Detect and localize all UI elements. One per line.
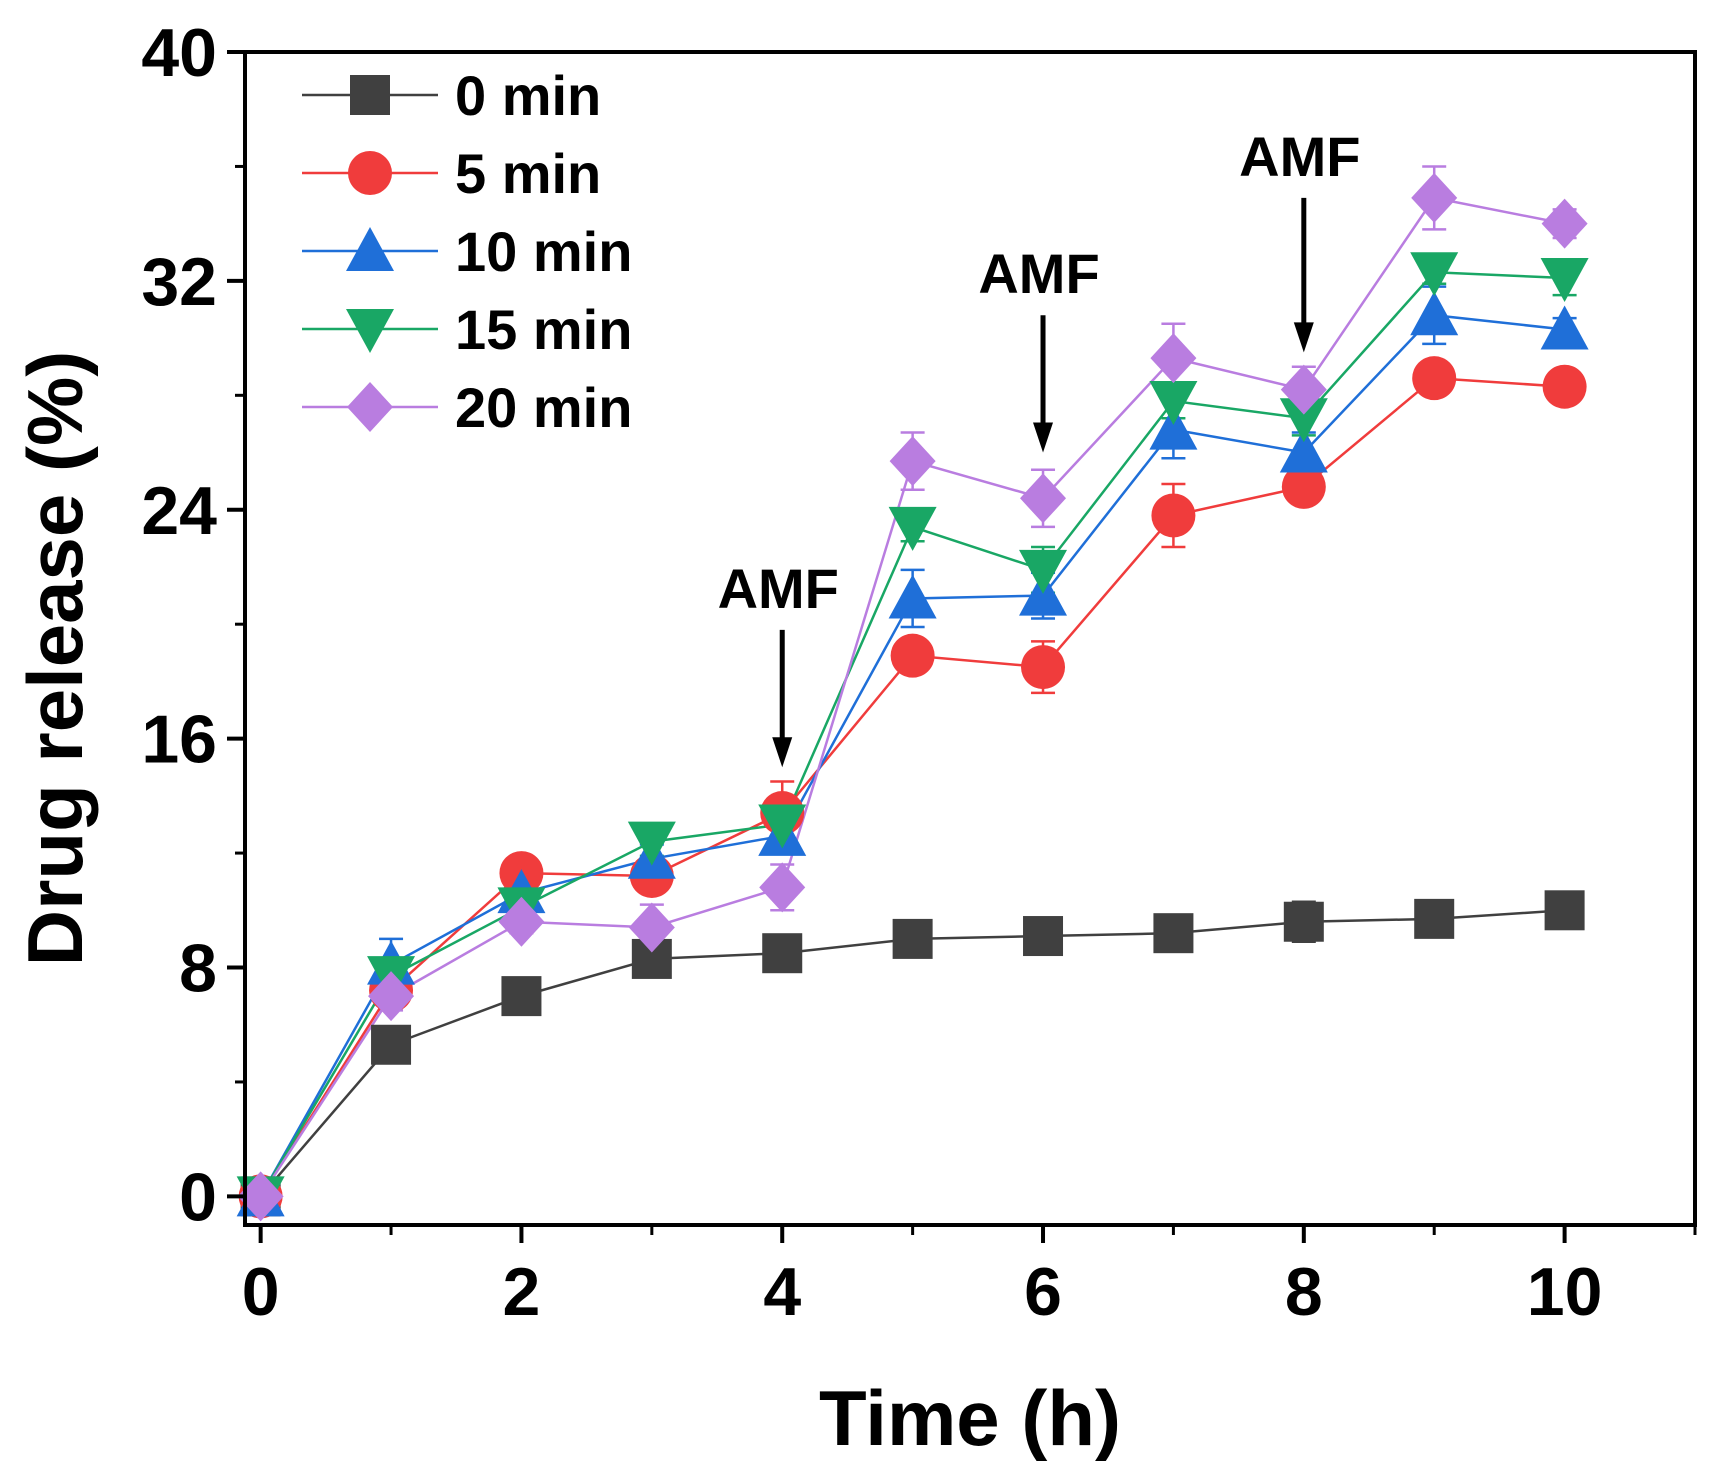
- data-point: [1149, 405, 1198, 450]
- amf-label: AMF: [718, 557, 839, 620]
- data-point: [892, 918, 933, 959]
- x-axis-title: Time (h): [819, 1374, 1121, 1462]
- legend-marker: [347, 382, 393, 432]
- data-point: [1540, 258, 1589, 303]
- error-bars: [248, 165, 1577, 1207]
- data-point: [628, 902, 675, 953]
- y-tick-label: 8: [179, 931, 217, 1007]
- data-point: [1019, 549, 1068, 594]
- y-tick-label: 32: [141, 244, 217, 320]
- data-point: [888, 506, 937, 551]
- y-tick-label: 0: [179, 1159, 217, 1235]
- data-point: [759, 862, 806, 913]
- data-point: [501, 976, 542, 1017]
- data-point: [890, 633, 935, 678]
- plot-frame: [243, 50, 1697, 1227]
- x-tick-label: 8: [1285, 1254, 1323, 1330]
- data-point: [1150, 333, 1197, 384]
- data-point: [758, 804, 807, 849]
- y-tick-label: 40: [141, 15, 217, 91]
- amf-label: AMF: [1239, 125, 1360, 188]
- data-point: [889, 436, 936, 487]
- y-tick-label: 16: [141, 702, 217, 778]
- amf-annotations: AMF AMF AMF: [718, 125, 1360, 768]
- legend-item: 20 min: [302, 376, 632, 439]
- legend-label: 20 min: [455, 376, 632, 439]
- series-line: [259, 376, 1565, 1198]
- legend-label: 10 min: [455, 220, 632, 283]
- data-point: [1540, 305, 1589, 350]
- legend-item: 10 min: [302, 220, 632, 283]
- x-tick-label: 4: [763, 1254, 801, 1330]
- legend-marker: [350, 75, 390, 115]
- data-point: [1020, 473, 1067, 524]
- data-point: [1149, 381, 1198, 426]
- legend: 0 min 5 min 10 min 15 min 20 min: [302, 64, 632, 439]
- data-point: [1280, 364, 1327, 415]
- data-point: [1412, 356, 1457, 401]
- amf-arrow-head: [772, 737, 793, 768]
- data-point: [237, 1171, 284, 1222]
- data-point: [1279, 398, 1328, 443]
- data-point: [1281, 464, 1326, 509]
- data-point: [1151, 493, 1196, 538]
- legend-label: 0 min: [455, 64, 601, 127]
- amf-arrow-head: [1033, 422, 1054, 453]
- data-point: [1283, 901, 1324, 942]
- data-point: [1279, 428, 1328, 473]
- legend-marker: [346, 309, 394, 353]
- data-point: [762, 933, 803, 974]
- y-axis-title: Drug release (%): [11, 351, 99, 967]
- legend-item: 5 min: [302, 142, 601, 205]
- legend-label: 15 min: [455, 298, 632, 361]
- x-tick-label: 2: [503, 1254, 541, 1330]
- data-point: [1410, 291, 1459, 336]
- x-tick-label: 0: [242, 1254, 280, 1330]
- data-point: [1544, 890, 1585, 931]
- data-point: [1414, 898, 1455, 939]
- x-tick-label: 10: [1527, 1254, 1603, 1330]
- data-point: [368, 971, 415, 1022]
- data-point: [371, 1024, 412, 1065]
- series-markers: [236, 172, 1589, 1222]
- data-point: [1541, 198, 1588, 249]
- amf-arrow-head: [1293, 322, 1314, 353]
- legend-label: 5 min: [455, 142, 601, 205]
- amf-label: AMF: [978, 242, 1099, 305]
- legend-item: 15 min: [302, 298, 632, 361]
- data-point: [1153, 913, 1194, 954]
- data-point: [1410, 252, 1459, 297]
- data-point: [1542, 364, 1587, 409]
- data-point: [627, 821, 676, 866]
- data-point: [888, 574, 937, 619]
- data-point: [1021, 645, 1066, 690]
- x-tick-label: 6: [1024, 1254, 1062, 1330]
- y-tick-label: 24: [141, 473, 217, 549]
- legend-item: 0 min: [302, 64, 601, 127]
- data-point: [498, 896, 545, 947]
- data-point: [1023, 916, 1064, 957]
- data-point: [1411, 172, 1458, 223]
- legend-marker: [346, 227, 394, 271]
- legend-marker: [348, 151, 392, 195]
